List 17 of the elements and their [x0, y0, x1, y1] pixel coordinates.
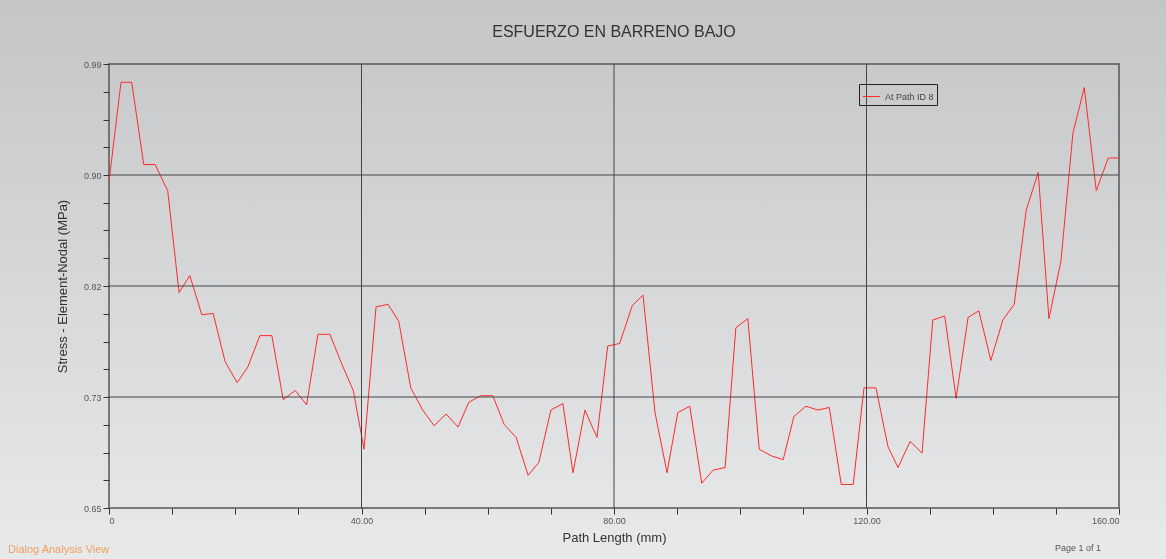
- y-tick-label: 0.82: [83, 281, 102, 292]
- y-tick-label: 0.65: [83, 503, 102, 514]
- chart-title: ESFUERZO EN BARRENO BAJO: [492, 23, 736, 40]
- text: Dialog Analysis View: [8, 543, 110, 555]
- x-tick-label: 80.00: [603, 515, 626, 526]
- x-tick-label: 0: [109, 515, 115, 526]
- x-tick-label: 120.00: [853, 515, 881, 526]
- y-tick-label: 0.73: [83, 392, 102, 403]
- y-tick-label: 0.99: [83, 59, 102, 70]
- legend-label: At Path ID 8: [885, 91, 934, 102]
- x-tick-label: 40.00: [350, 515, 374, 526]
- x-axis-title: Path Length (mm): [562, 529, 667, 545]
- text: Page 1 of 1: [1055, 543, 1102, 553]
- line-series: [109, 81, 1119, 485]
- y-tick-label: 0.90: [83, 170, 102, 181]
- y-axis-title: Stress - Element-Nodal (MPa): [54, 199, 70, 374]
- x-tick-label: 160.00: [1091, 515, 1120, 526]
